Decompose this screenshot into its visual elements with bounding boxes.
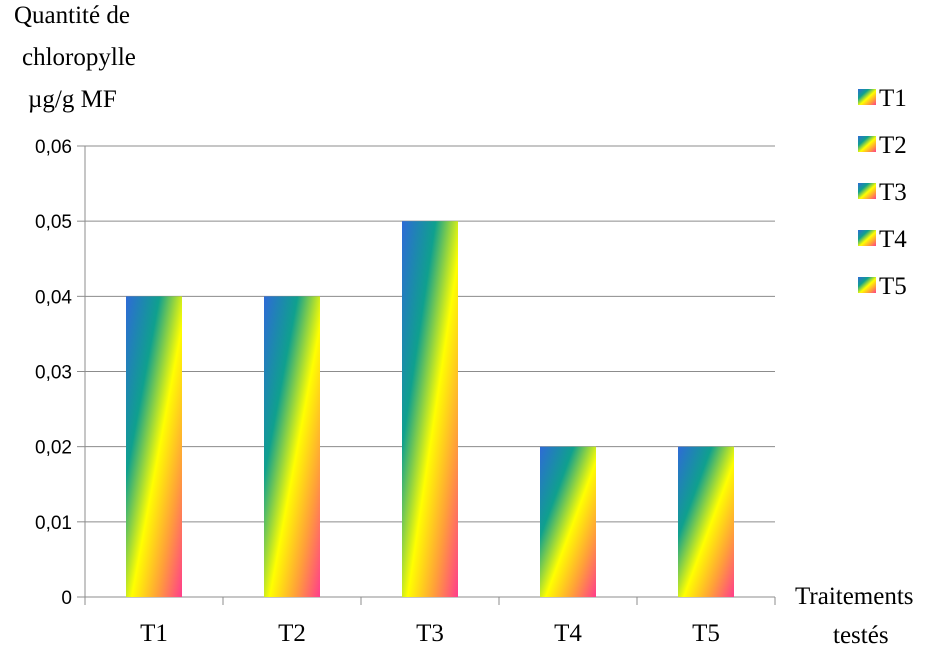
x-tick-label: T1 [140,620,168,647]
x-tick-label: T4 [554,620,582,647]
x-tick-label: T2 [278,620,306,647]
y-tick-label: 0,04 [35,287,72,308]
bar-t5 [678,446,734,597]
y-axis-title-line-1: Quantité de [14,2,130,29]
bar-t2 [264,296,320,597]
bar-t4 [540,446,596,597]
legend: T1 T2 T3 T4 T5 [858,85,907,300]
y-tick-label: 0,01 [35,513,72,534]
legend-label: T4 [879,226,907,253]
legend-label: T1 [879,85,907,112]
legend-swatch [858,136,876,152]
legend-swatch [858,230,876,246]
bar-t3 [402,221,458,597]
legend-swatch [858,89,876,105]
x-tick-label: T3 [416,620,444,647]
x-tick-label: T5 [692,620,720,647]
legend-swatch [858,183,876,199]
y-tick-label: 0,05 [35,212,72,233]
x-axis-title-line-2: testés [833,622,889,649]
legend-label: T5 [879,273,907,300]
y-tick-label: 0,03 [35,363,72,384]
y-tick-label: 0,02 [35,438,72,459]
y-axis-title-line-3: µg/g MF [28,86,117,113]
x-tick-labels: T1 T2 T3 T4 T5 [140,620,720,647]
y-tick-labels: 0 0,01 0,02 0,03 0,04 0,05 0,06 [35,137,72,609]
legend-label: T3 [879,179,907,206]
y-tick-label: 0,06 [35,137,72,158]
legend-label: T2 [879,132,907,159]
bar-t1 [126,296,182,597]
y-axis-title-line-2: chloropylle [22,44,136,71]
y-tick-label: 0 [61,588,72,609]
legend-swatch [858,277,876,293]
bars [126,221,734,597]
x-axis-title-line-1: Traitements [795,583,914,610]
